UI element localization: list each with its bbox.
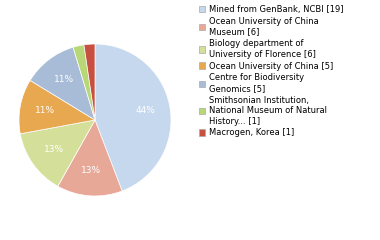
Wedge shape: [84, 44, 95, 120]
Wedge shape: [19, 80, 95, 134]
Text: 13%: 13%: [81, 166, 101, 175]
Text: 11%: 11%: [35, 106, 55, 115]
Wedge shape: [73, 45, 95, 120]
Text: 44%: 44%: [135, 106, 155, 115]
Wedge shape: [20, 120, 95, 186]
Text: 13%: 13%: [44, 145, 63, 154]
Wedge shape: [95, 44, 171, 191]
Legend: Mined from GenBank, NCBI [19], Ocean University of China
Museum [6], Biology dep: Mined from GenBank, NCBI [19], Ocean Uni…: [198, 4, 344, 138]
Text: 11%: 11%: [54, 75, 74, 84]
Wedge shape: [30, 47, 95, 120]
Wedge shape: [58, 120, 122, 196]
